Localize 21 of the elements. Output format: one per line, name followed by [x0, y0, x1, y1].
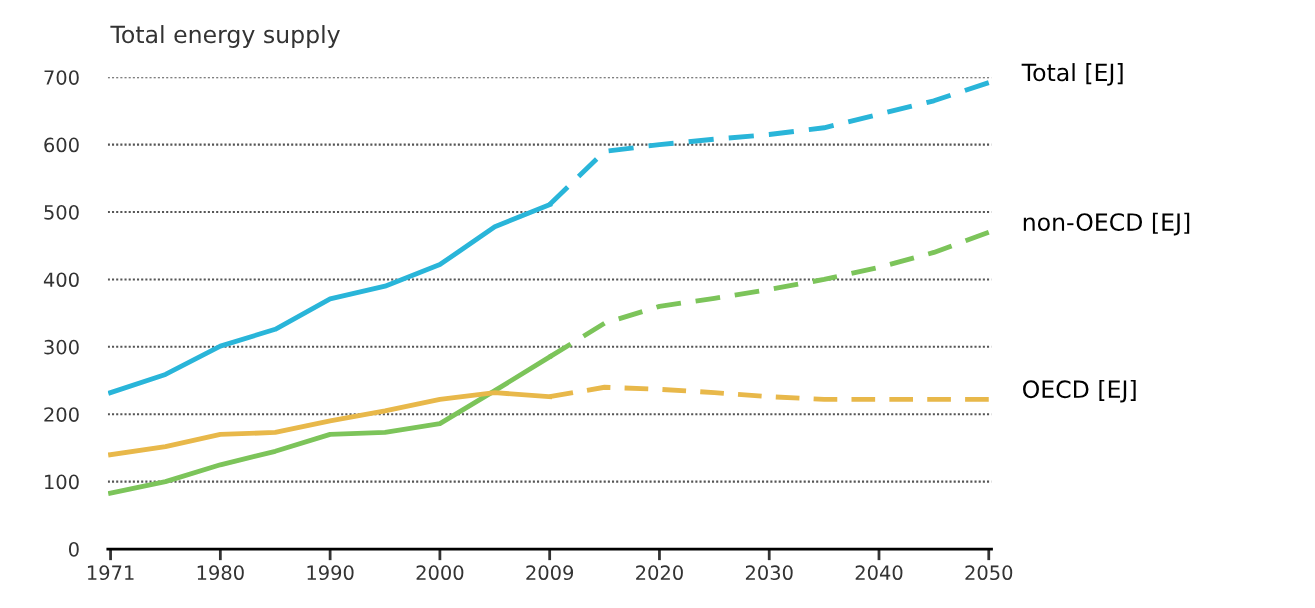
- series-label: OECD [EJ]: [1023, 379, 1136, 403]
- x-tick-label: 2020: [636, 565, 683, 581]
- y-tick-label: 700: [44, 70, 79, 85]
- y-tick-label: 500: [44, 204, 79, 220]
- y-tick-label: 200: [44, 407, 79, 422]
- x-tick-label: 2009: [526, 565, 574, 581]
- x-tick-label: 2030: [745, 565, 793, 581]
- series-label: non-OECD [EJ]: [1023, 212, 1190, 236]
- y-tick-label: 400: [43, 272, 79, 288]
- x-tick-label: 2050: [965, 565, 1013, 581]
- y-tick-label: 100: [45, 474, 79, 490]
- y-tick-label: 300: [44, 339, 79, 355]
- series-label: Total [EJ]: [1021, 63, 1123, 86]
- x-tick-label: 1990: [307, 565, 354, 581]
- y-tick-label: 0: [68, 541, 79, 557]
- x-tick-label: 2040: [855, 565, 903, 581]
- chart-title: Total energy supply: [110, 25, 340, 48]
- x-tick-label: 1980: [197, 565, 244, 581]
- y-tick-label: 600: [44, 137, 79, 153]
- x-tick-label: 1971: [87, 565, 134, 581]
- x-tick-label: 2000: [416, 565, 464, 581]
